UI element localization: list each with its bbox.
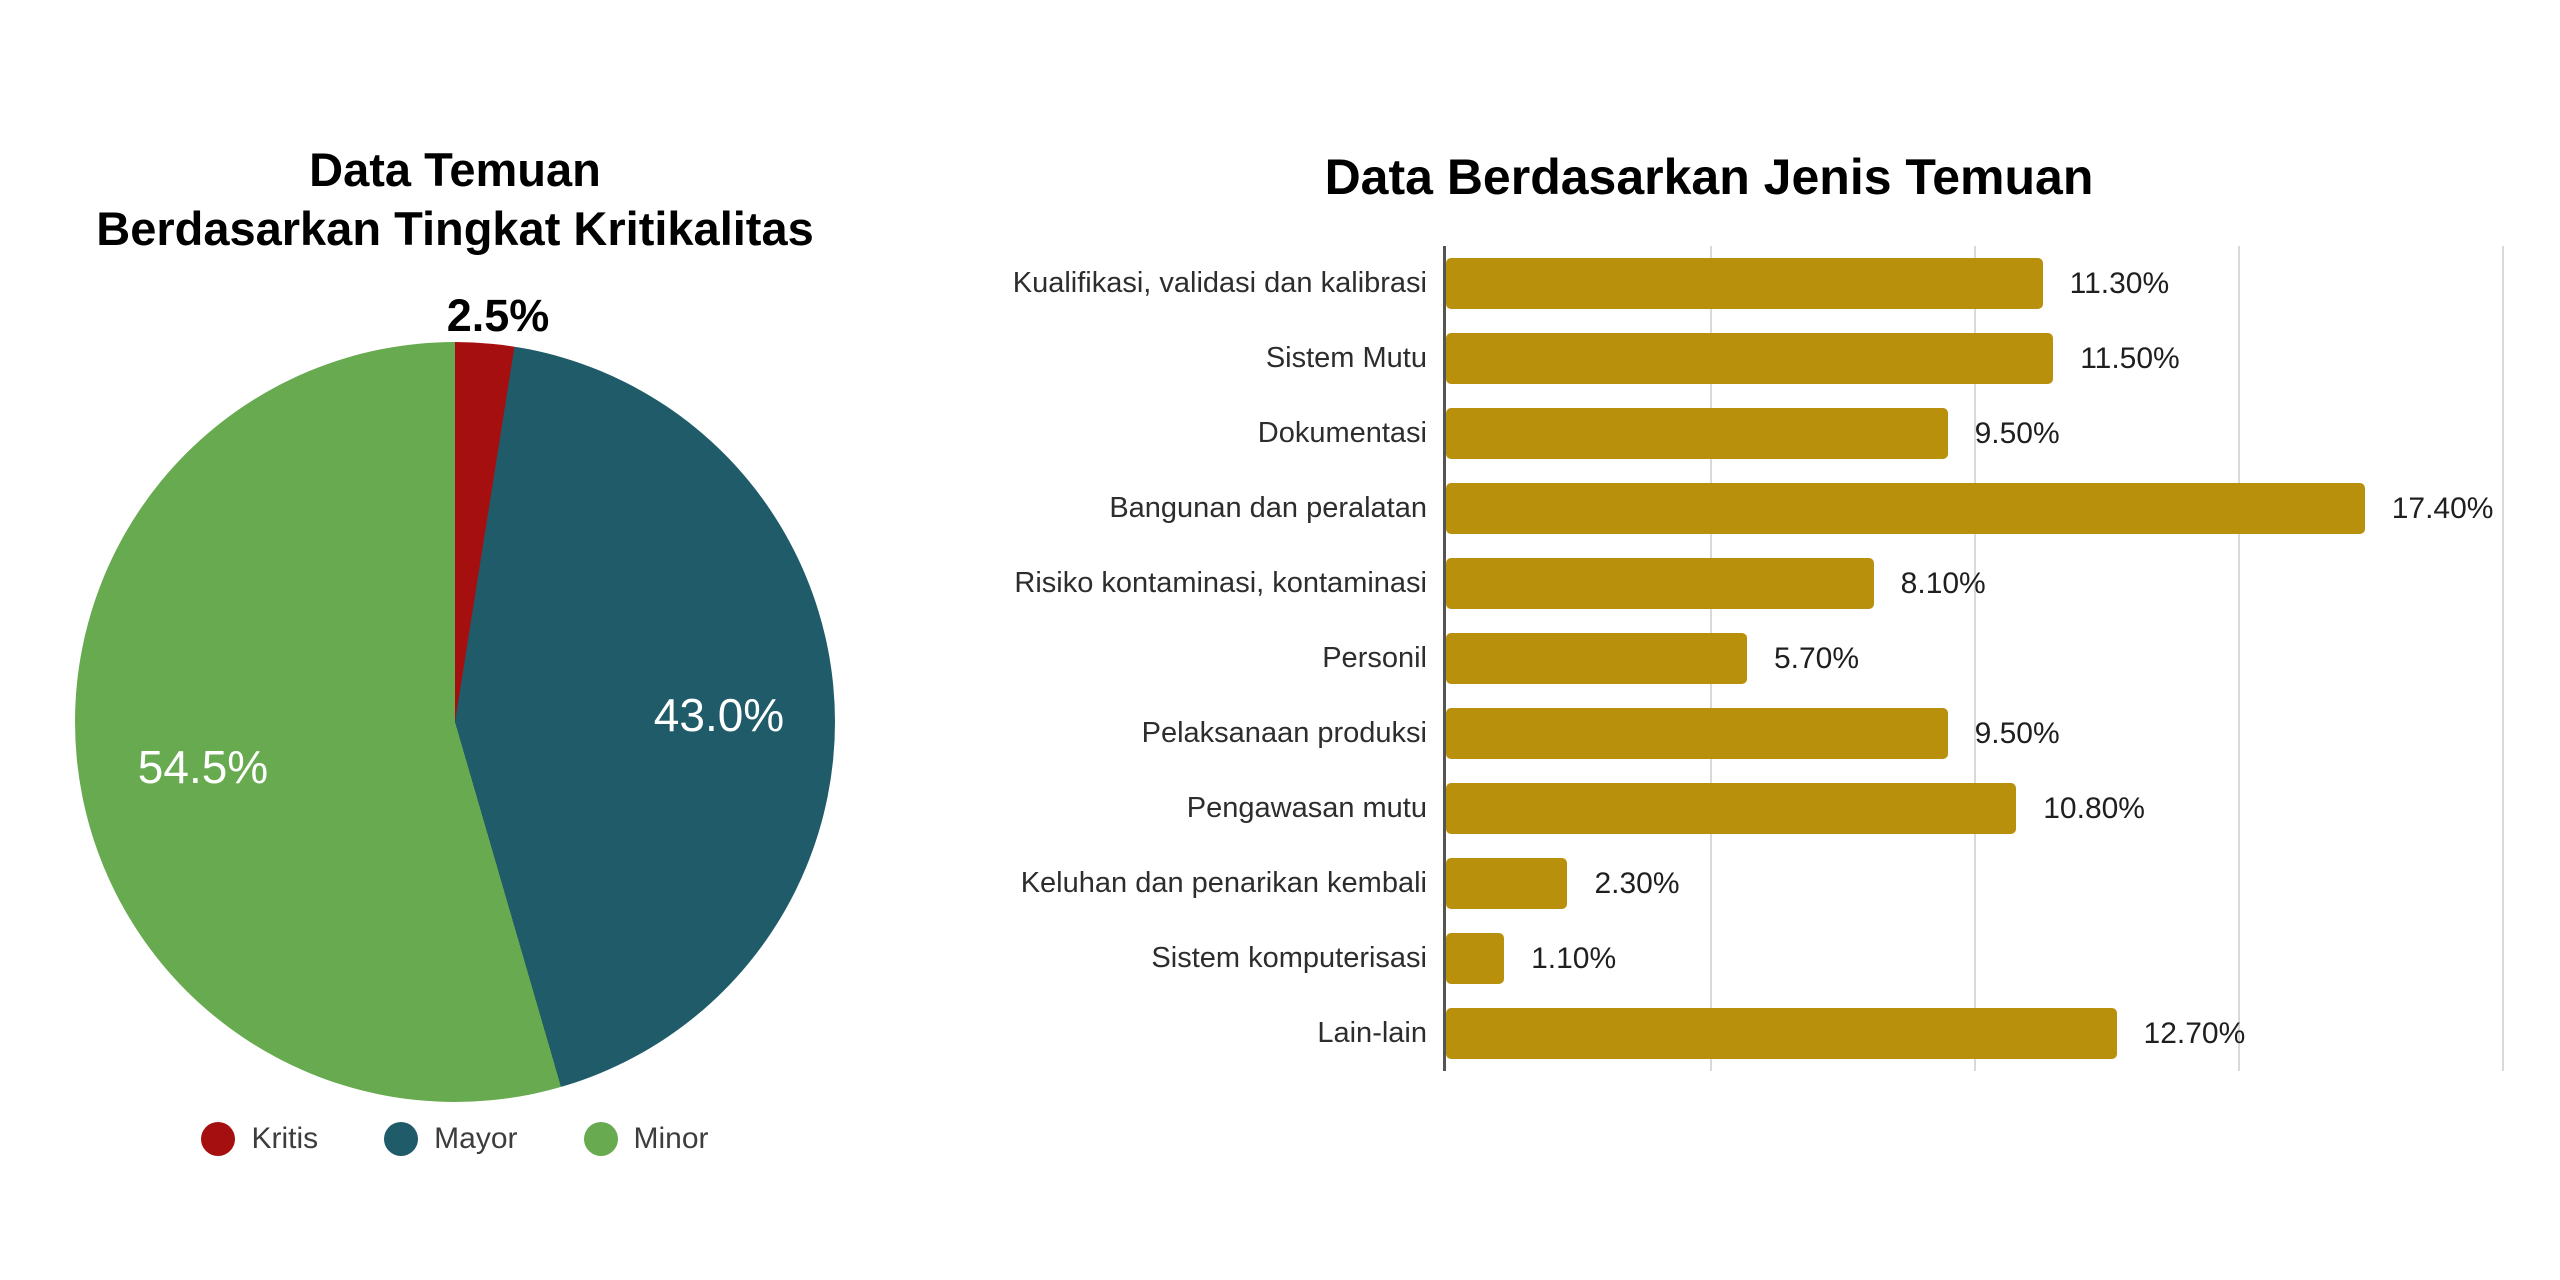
bar	[1446, 483, 2365, 534]
bar	[1446, 1008, 2117, 1059]
bar-value-label: 5.70%	[1773, 641, 1860, 675]
bar-row: 9.50%	[1446, 696, 2541, 771]
bar-category-label: Pengawasan mutu	[1186, 792, 1427, 824]
bar	[1446, 558, 1874, 609]
legend-color-dot	[384, 1122, 419, 1157]
bar-row: 5.70%	[1446, 621, 2541, 696]
bar-chart-body: Kualifikasi, validasi dan kalibrasi Sist…	[865, 246, 2553, 1071]
bar-category-label: Lain-lain	[1317, 1017, 1427, 1049]
gridline	[2238, 246, 2240, 1071]
bar-plot-area: 11.30% 11.50% 9.50% 17.40% 8.10% 5.70% 9…	[1443, 246, 2541, 1071]
bar-category-label: Risiko kontaminasi, kontaminasi	[1014, 567, 1427, 599]
bar-value-label: 10.80%	[2043, 791, 2145, 825]
legend-label: Kritis	[251, 1122, 319, 1156]
legend-color-dot	[201, 1122, 236, 1157]
bar-category-label: Pelaksanaan produksi	[1141, 717, 1427, 749]
pie-chart-title-line2: Berdasarkan Tingkat Kritikalitas	[96, 202, 814, 256]
pie-slice-label-mayor: 43.0%	[653, 689, 785, 742]
bar-category-label: Personil	[1322, 642, 1427, 674]
bar	[1446, 633, 1747, 684]
bar-category-label: Dokumentasi	[1257, 417, 1427, 449]
bar-row: 12.70%	[1446, 996, 2541, 1071]
bar-value-label: 17.40%	[2391, 491, 2494, 525]
pie-plot-area: 2.5% 43.0% 54.5%	[75, 290, 835, 1103]
bar	[1446, 933, 1505, 984]
legend-item: Mayor	[384, 1122, 518, 1157]
bar-row: 9.50%	[1446, 396, 2541, 471]
bar-category-label: Kualifikasi, validasi dan kalibrasi	[1012, 267, 1427, 299]
bar-value-label: 2.30%	[1594, 866, 1680, 900]
bar	[1446, 333, 2054, 384]
bar-chart-title: Data Berdasarkan Jenis Temuan	[1324, 149, 2094, 205]
bar-value-label: 11.50%	[2080, 341, 2180, 375]
legend-label: Mayor	[434, 1122, 518, 1156]
bar-category-label: Sistem komputerisasi	[1151, 942, 1427, 974]
bar-value-label: 9.50%	[1974, 416, 2060, 450]
bar	[1446, 858, 1568, 909]
bar	[1446, 258, 2043, 309]
bar-value-label: 11.30%	[2069, 266, 2170, 300]
bar-chart-section: Data Berdasarkan Jenis Temuan Kualifikas…	[865, 148, 2553, 1071]
bar-row: 11.50%	[1446, 321, 2541, 396]
bar-row: 17.40%	[1446, 471, 2541, 546]
bar-row: 1.10%	[1446, 921, 2541, 996]
bar-category-labels: Kualifikasi, validasi dan kalibrasi Sist…	[865, 246, 1443, 1071]
bar	[1446, 708, 1948, 759]
bar-value-label: 9.50%	[1974, 716, 2060, 750]
pie-circle	[75, 342, 835, 1103]
pie-slice-label-minor: 54.5%	[137, 741, 269, 794]
bar	[1446, 408, 1948, 459]
legend-label: Minor	[633, 1122, 709, 1156]
bar-row: 11.30%	[1446, 246, 2541, 321]
bar-value-label: 12.70%	[2143, 1016, 2246, 1050]
bar-category-label: Keluhan dan penarikan kembali	[1020, 867, 1427, 899]
bar	[1446, 783, 2017, 834]
gridline	[1974, 246, 1976, 1071]
bar-category-label: Bangunan dan peralatan	[1109, 492, 1427, 524]
pie-chart-title: Data Temuan Berdasarkan Tingkat Kritikal…	[20, 140, 890, 258]
bar-row: 10.80%	[1446, 771, 2541, 846]
bar-category-label: Sistem Mutu	[1265, 342, 1427, 374]
bar-row: 2.30%	[1446, 846, 2541, 921]
legend-item: Kritis	[201, 1122, 319, 1157]
pie-slice-label-kritis: 2.5%	[446, 290, 550, 342]
pie-chart-title-line1: Data Temuan	[309, 143, 601, 196]
bar-value-label: 1.10%	[1531, 941, 1617, 975]
pie-legend: Kritis Mayor Minor	[20, 1122, 890, 1157]
gridline	[2502, 246, 2504, 1071]
bar-value-label: 8.10%	[1900, 566, 1986, 600]
pie-chart-section: Data Temuan Berdasarkan Tingkat Kritikal…	[20, 140, 890, 1157]
legend-color-dot	[583, 1122, 618, 1157]
bar-row: 8.10%	[1446, 546, 2541, 621]
legend-item: Minor	[583, 1122, 709, 1157]
